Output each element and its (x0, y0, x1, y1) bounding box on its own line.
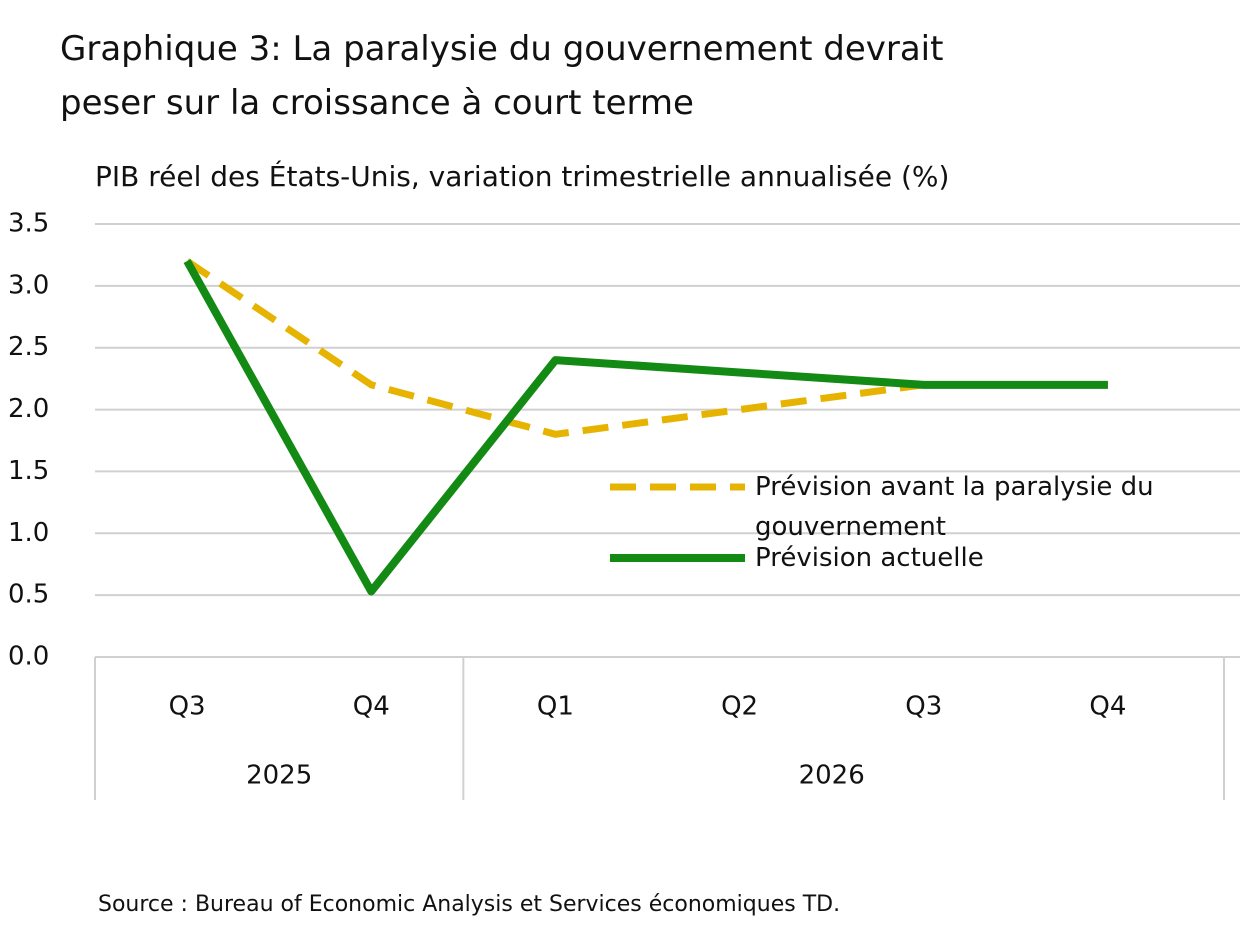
y-tick-label: 0.0 (8, 642, 49, 672)
legend-label: Prévision actuelle (755, 543, 984, 573)
group-label: 2026 (799, 761, 865, 791)
x-tick-label: Q4 (1089, 692, 1126, 722)
source: Source : Bureau of Economic Analysis et … (98, 892, 840, 917)
y-tick-label: 3.0 (8, 270, 49, 300)
chart-title: Graphique 3: La paralysie du gouvernemen… (60, 29, 944, 123)
x-tick-label: Q3 (905, 692, 942, 722)
x-tick-label: Q1 (537, 692, 574, 722)
x-tick-label: Q3 (169, 692, 206, 722)
y-tick-label: 0.5 (8, 580, 49, 610)
x-tick-label: Q4 (353, 692, 390, 722)
y-tick-label: 2.5 (8, 332, 49, 362)
x-tick-label: Q2 (721, 692, 758, 722)
group-label: 2025 (246, 761, 312, 791)
y-tick-label: 1.0 (8, 518, 49, 548)
series-line (183, 259, 1108, 596)
chart-subtitle: PIB réel des États-Unis, variation trime… (95, 159, 949, 193)
legend-label: Prévision avant la paralysie du gouverne… (755, 472, 1154, 542)
y-tick-label: 1.5 (8, 456, 49, 486)
y-tick-label: 2.0 (8, 394, 49, 424)
y-tick-label: 3.5 (8, 209, 49, 239)
